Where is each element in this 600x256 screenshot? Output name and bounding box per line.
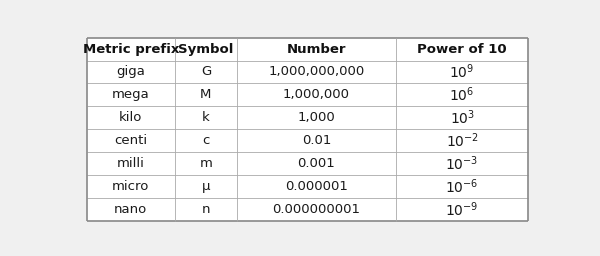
Text: G: G <box>201 66 211 79</box>
Text: 1,000,000,000: 1,000,000,000 <box>268 66 364 79</box>
Text: $10^{-3}$: $10^{-3}$ <box>445 154 479 173</box>
Text: Power of 10: Power of 10 <box>418 42 507 56</box>
Text: mega: mega <box>112 88 149 101</box>
Text: 1,000: 1,000 <box>298 111 335 124</box>
Text: 0.01: 0.01 <box>302 134 331 147</box>
Text: $10^{-6}$: $10^{-6}$ <box>445 177 479 196</box>
Text: milli: milli <box>117 157 145 170</box>
Text: 0.000000001: 0.000000001 <box>272 203 361 216</box>
Text: giga: giga <box>116 66 145 79</box>
Text: $10^{6}$: $10^{6}$ <box>449 86 475 104</box>
Text: μ: μ <box>202 180 210 193</box>
Text: 0.001: 0.001 <box>298 157 335 170</box>
Text: Symbol: Symbol <box>178 42 233 56</box>
Text: Number: Number <box>287 42 346 56</box>
Text: M: M <box>200 88 212 101</box>
Text: c: c <box>202 134 209 147</box>
Text: m: m <box>199 157 212 170</box>
Text: n: n <box>202 203 210 216</box>
Text: $10^{-9}$: $10^{-9}$ <box>445 200 479 219</box>
Text: $10^{9}$: $10^{9}$ <box>449 63 475 81</box>
Text: 1,000,000: 1,000,000 <box>283 88 350 101</box>
Text: k: k <box>202 111 210 124</box>
Text: nano: nano <box>114 203 148 216</box>
Text: $10^{-2}$: $10^{-2}$ <box>446 131 479 150</box>
Text: 0.000001: 0.000001 <box>285 180 348 193</box>
Text: centi: centi <box>114 134 148 147</box>
Text: Metric prefix: Metric prefix <box>83 42 179 56</box>
Text: micro: micro <box>112 180 149 193</box>
Text: $10^{3}$: $10^{3}$ <box>449 109 475 127</box>
Text: kilo: kilo <box>119 111 142 124</box>
